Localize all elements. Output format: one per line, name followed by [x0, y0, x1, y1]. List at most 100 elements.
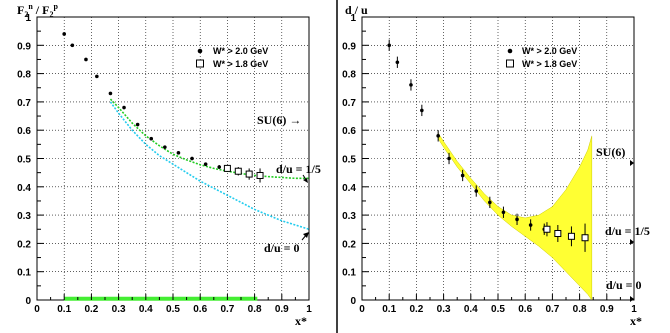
data-point [447, 156, 451, 161]
data-point-open [245, 170, 253, 178]
x-tick-label: 0.1 [57, 304, 71, 315]
y-tick-label: 0.5 [17, 155, 31, 166]
y-tick-label: 0 [350, 296, 356, 307]
x-tick-label: 0.8 [248, 304, 262, 315]
y-tick-label: 1 [25, 13, 31, 24]
data-point [108, 91, 113, 96]
data-point [135, 122, 140, 127]
data-point-open [554, 229, 562, 237]
left-x-ticks: 0 0.1 0.2 0.3 0.4 0.5 0.6 0.7 0.8 0.9 1 [34, 294, 312, 315]
left-y-axis-label: F2n / F2p [17, 2, 58, 19]
legend-filled-circle-icon [197, 48, 203, 54]
legend-open-square-icon [506, 59, 514, 68]
data-point [176, 151, 181, 155]
data-point-open [256, 171, 264, 179]
y-tick-label: 0.8 [342, 70, 356, 81]
data-point [501, 210, 506, 215]
data-point-open [581, 234, 589, 242]
x-tick-label: 0 [34, 304, 40, 315]
x-tick-label: 0.5 [166, 304, 180, 315]
right-plot-area [387, 39, 593, 301]
left-legend: W* > 2.0 GeV W* > 1.8 GeV [196, 46, 268, 69]
data-point-open [234, 167, 242, 175]
left-annotation-du-0: d/u = 0 [264, 241, 300, 255]
y-tick-label: 0.2 [342, 239, 356, 250]
right-legend-entry-1: W* > 2.0 GeV [522, 46, 577, 56]
data-point [149, 136, 154, 141]
data-point [488, 200, 492, 205]
y-tick-label: 0.7 [342, 98, 356, 109]
x-tick-label: 0.4 [464, 304, 478, 315]
right-annotation-du-0: d/u = 0 [606, 278, 642, 292]
x-tick-label: 0.6 [518, 304, 532, 315]
y-tick-label: 0.2 [17, 239, 31, 250]
x-tick-label: 0.7 [220, 304, 234, 315]
arrow-du-0-head-icon [303, 232, 309, 238]
data-point [122, 105, 126, 110]
x-tick-label: 0.4 [139, 304, 153, 315]
y-tick-label: 0.1 [342, 268, 356, 279]
left-legend-entry-1: W* > 2.0 GeV [213, 46, 268, 56]
y-tick-label: 0.9 [17, 41, 31, 52]
data-point [62, 32, 66, 36]
x-tick-label: 0.3 [112, 304, 126, 315]
model-curve [109, 101, 310, 231]
right-legend: W* > 2.0 GeV W* > 1.8 GeV [506, 46, 577, 69]
legend-open-square-icon [196, 59, 204, 68]
x-tick-label: 0.9 [600, 304, 614, 315]
data-point [190, 156, 194, 161]
arrow-su6-head-icon [630, 160, 634, 166]
y-tick-label: 0.5 [342, 155, 356, 166]
left-grid [37, 17, 309, 300]
data-point [420, 108, 424, 113]
data-point-open [543, 225, 551, 233]
y-tick-label: 0.3 [17, 211, 31, 222]
data-point [70, 43, 75, 48]
uncertainty-band [437, 132, 593, 301]
left-x-axis-label: x* [295, 314, 307, 328]
x-tick-label: 1 [306, 304, 312, 315]
x-tick-label: 0.8 [573, 304, 587, 315]
x-tick-label: 0.9 [275, 304, 289, 315]
data-point [84, 57, 88, 62]
data-point [163, 145, 167, 149]
x-coverage-bar [64, 296, 258, 301]
data-point [436, 134, 440, 138]
left-legend-entry-2: W* > 1.8 GeV [213, 59, 268, 69]
data-point [409, 83, 413, 87]
x-tick-label: 0.2 [84, 304, 98, 315]
left-y-ticks: 0 0.1 0.2 0.3 0.4 0.5 0.6 0.7 0.8 0.9 1 [17, 13, 44, 307]
y-tick-label: 0.3 [342, 211, 356, 222]
data-point-open [223, 164, 231, 172]
x-tick-label: 0.3 [437, 304, 451, 315]
data-point [217, 165, 222, 169]
arrow-du-1-5-head-icon [303, 178, 308, 183]
y-tick-label: 0.8 [17, 70, 31, 81]
data-point [460, 173, 465, 178]
data-point [203, 162, 208, 166]
right-legend-entry-2: W* > 1.8 GeV [522, 59, 577, 69]
y-tick-label: 0.6 [342, 126, 356, 137]
right-panel: 0 0.1 0.2 0.3 0.4 0.5 0.6 0.7 0.8 0.9 1 0 0.1 0.2 0.3… [342, 3, 650, 328]
right-x-ticks: 0 0.1 0.2 0.3 0.4 0.5 0.6 0.7 0.8 0.9 1 [359, 294, 637, 315]
arrow-du-0-head-icon [630, 296, 634, 302]
y-tick-label: 1 [350, 13, 356, 24]
x-tick-label: 0.7 [545, 304, 559, 315]
y-tick-label: 0.4 [17, 183, 31, 194]
x-tick-label: 0.1 [382, 304, 396, 315]
right-y-ticks: 0 0.1 0.2 0.3 0.4 0.5 0.6 0.7 0.8 0.9 1 [342, 13, 369, 307]
right-x-axis-label: x* [630, 314, 642, 328]
x-tick-label: 0.6 [193, 304, 207, 315]
right-arrows [630, 160, 634, 302]
data-point [95, 74, 99, 79]
data-point [515, 217, 519, 222]
left-panel: 0 0.1 0.2 0.3 0.4 0.5 0.6 0.7 0.8 0.9 1 0 0.1 0.2 0.3… [17, 2, 321, 328]
y-tick-label: 0 [25, 296, 31, 307]
right-annotation-su6: SU(6) [596, 145, 625, 159]
data-point [474, 189, 479, 193]
x-tick-label: 0.5 [491, 304, 505, 315]
y-tick-label: 0.1 [17, 268, 31, 279]
data-point [387, 43, 392, 48]
model-curve [109, 98, 309, 180]
